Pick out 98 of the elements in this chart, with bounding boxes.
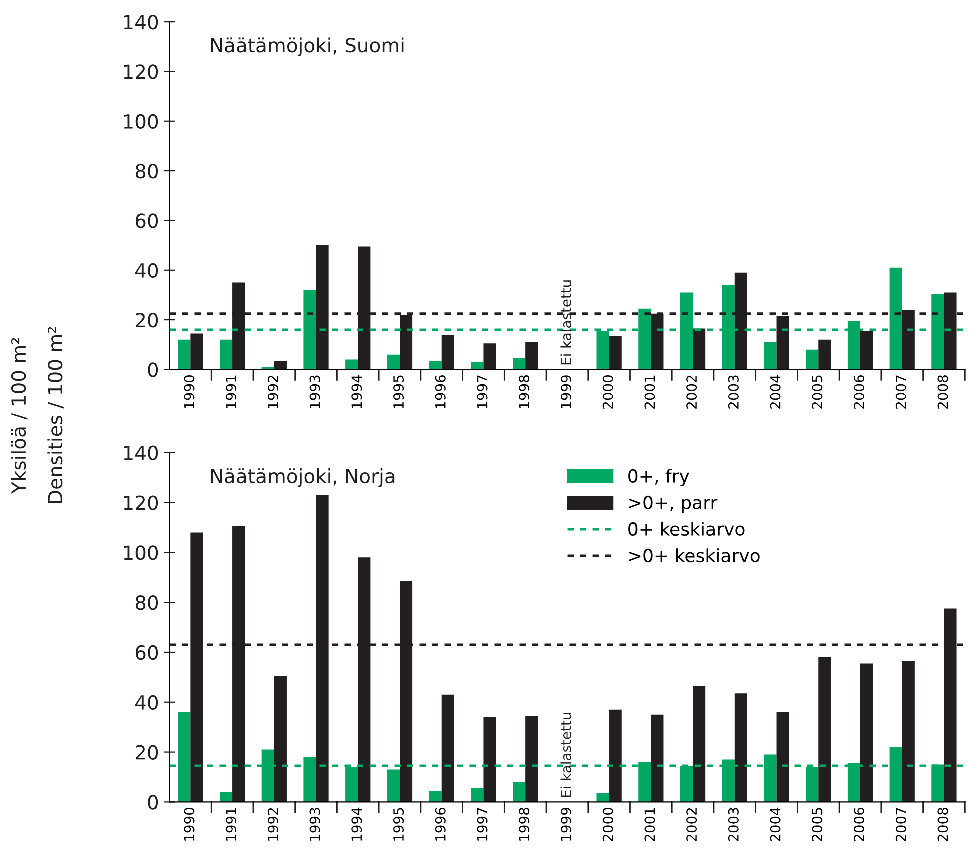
legend-label: >0+, parr — [629, 496, 718, 514]
y-tick-label: 0 — [148, 795, 158, 810]
bar — [387, 770, 400, 802]
y-tick-label: 80 — [136, 596, 158, 610]
x-tick-label: 2006 — [854, 375, 865, 409]
y-tick-label: 20 — [136, 745, 158, 760]
y-tick-label: 40 — [136, 695, 158, 710]
x-tick-label: 1990 — [184, 376, 195, 408]
bar — [442, 694, 454, 802]
annotation: Ei kalastettu — [560, 280, 572, 365]
y-tick-label: 120 — [124, 64, 158, 80]
bar — [609, 710, 622, 802]
x-tick-label: 1998 — [519, 808, 530, 841]
bar — [818, 657, 832, 802]
y-tick-label: 140 — [124, 446, 158, 460]
x-tick-label: 2003 — [728, 808, 739, 842]
bar — [484, 717, 496, 802]
x-tick-label: 2007 — [896, 808, 906, 842]
bar — [429, 790, 442, 802]
x-tick-label: 1999 — [560, 808, 572, 841]
y-tick-label: 40 — [136, 263, 158, 278]
y-tick-label: 0 — [148, 362, 158, 378]
x-tick-label: 1997 — [477, 808, 488, 841]
y-tick-label: 80 — [136, 164, 158, 179]
x-tick-label: 2008 — [938, 808, 948, 842]
bar — [442, 334, 454, 370]
bar — [902, 661, 915, 802]
y-tick-label: 100 — [124, 114, 158, 130]
x-tick-label: 1995 — [394, 376, 404, 408]
bar — [806, 350, 819, 370]
x-tick-label: 1994 — [352, 375, 362, 408]
bar — [596, 793, 610, 802]
bar — [860, 331, 874, 370]
x-tick-label: 1991 — [226, 808, 237, 841]
bar — [818, 340, 832, 370]
x-tick-label: 1993 — [310, 808, 320, 841]
y-tick-label: 20 — [136, 313, 158, 328]
x-tick-label: 1993 — [310, 376, 320, 408]
y-tick-label: 60 — [136, 214, 158, 228]
bar — [526, 716, 538, 802]
text: Näätämöjoki, Norja — [211, 468, 395, 488]
y-tick-label: 120 — [124, 496, 158, 510]
x-tick-label: 1991 — [226, 376, 237, 408]
bar — [220, 340, 233, 370]
y-tick-label: 60 — [136, 645, 158, 660]
bar — [651, 714, 664, 802]
x-tick-label: 1990 — [184, 808, 195, 841]
x-tick-label: 2002 — [686, 376, 698, 409]
bar — [429, 361, 442, 370]
y-axis-title: Yksilöä / 100 m² Densities / 100 m² — [11, 327, 64, 504]
x-tick-label: 2006 — [854, 808, 865, 842]
bar — [609, 336, 622, 370]
bar — [860, 664, 874, 802]
text: Näätämöjoki, Suomi — [211, 38, 404, 57]
bar — [190, 334, 204, 370]
bar — [346, 360, 358, 370]
y-tick-label: 140 — [124, 15, 158, 30]
bar — [274, 361, 287, 370]
legend-label: >0+ keskiarvo — [629, 548, 760, 563]
bar — [526, 342, 538, 370]
x-tick-label: 2004 — [770, 808, 781, 842]
x-tick-label: 1992 — [268, 376, 278, 408]
x-tick-label: 1999 — [560, 376, 572, 408]
y-tick-label: 100 — [124, 546, 158, 560]
x-tick-label: 2001 — [644, 808, 656, 842]
x-tick-label: 2003 — [728, 376, 739, 409]
bar — [513, 782, 526, 802]
x-tick-label: 2007 — [896, 376, 906, 409]
bar — [220, 792, 233, 802]
x-tick-label: 2004 — [770, 375, 781, 409]
bar — [693, 686, 706, 802]
bar — [776, 712, 790, 802]
x-tick-label: 2000 — [602, 808, 614, 842]
bar — [387, 354, 400, 370]
bar — [734, 694, 748, 802]
x-tick-label: 1998 — [519, 376, 530, 408]
x-tick-label: 1992 — [268, 808, 278, 841]
x-tick-label: 2000 — [602, 376, 614, 409]
x-tick-label: 1996 — [435, 808, 446, 841]
bar — [484, 344, 496, 370]
bar — [274, 676, 287, 802]
x-tick-label: 1994 — [352, 808, 362, 841]
x-tick-label: 2008 — [938, 376, 948, 409]
bar — [513, 358, 526, 370]
bar — [693, 328, 706, 370]
x-tick-label: 2002 — [686, 808, 698, 842]
annotation: Ei kalastettu — [560, 713, 572, 798]
bar — [764, 342, 777, 370]
x-tick-label: 2005 — [812, 808, 823, 842]
x-tick-label: 2005 — [812, 376, 823, 409]
bar — [471, 788, 484, 802]
x-tick-label: 1995 — [394, 808, 404, 841]
x-tick-label: 2001 — [644, 376, 656, 409]
x-tick-label: 1996 — [435, 375, 446, 408]
x-tick-label: 1997 — [477, 376, 488, 408]
bar — [178, 340, 191, 370]
legend-label: 0+ keskiarvo — [628, 522, 745, 536]
legend-label: 0+, fry — [628, 469, 690, 487]
